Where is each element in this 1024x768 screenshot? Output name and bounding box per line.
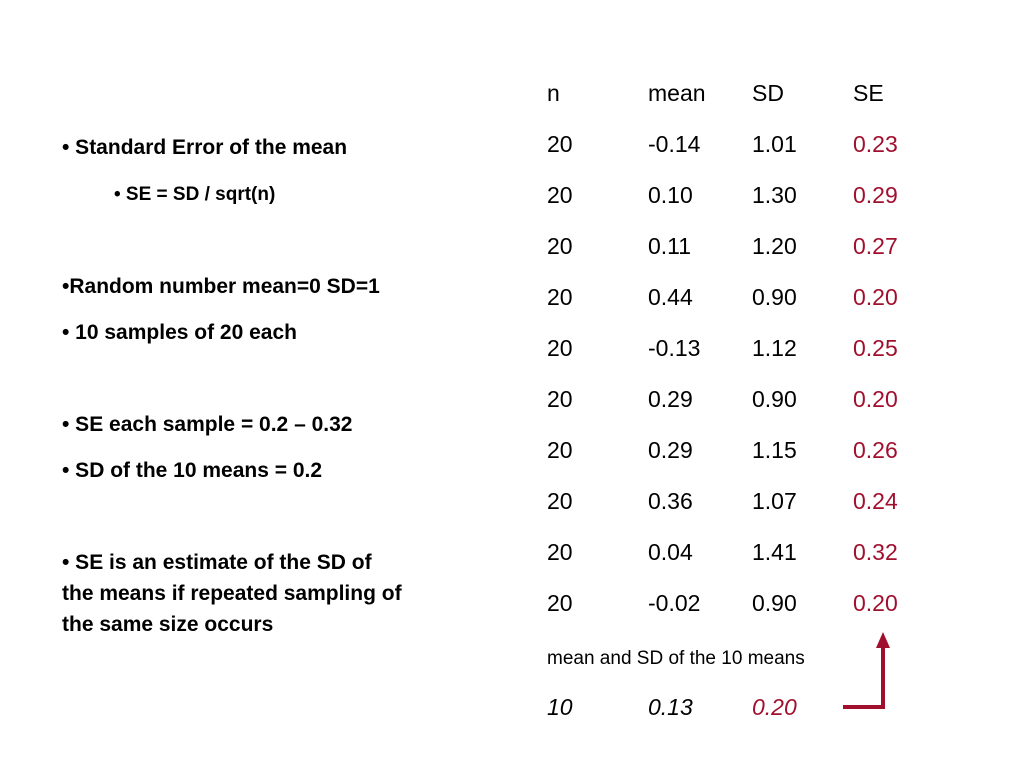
cell-se: 0.20 [853, 590, 898, 616]
cell-se: 0.20 [853, 386, 898, 412]
cell-mean: -0.02 [648, 590, 701, 616]
cell-se: 0.27 [853, 233, 898, 259]
cell-mean: 0.11 [648, 233, 692, 259]
cell-sd: 0.90 [752, 284, 797, 310]
summary-sd: 0.20 [752, 694, 797, 720]
header-mean: mean [648, 80, 706, 106]
cell-mean: -0.13 [648, 335, 701, 361]
note-se-estimate-line-3: the same size occurs [62, 613, 274, 636]
cell-sd: 1.01 [752, 131, 797, 157]
cell-se: 0.29 [853, 182, 898, 208]
cell-n: 20 [547, 437, 573, 463]
cell-n: 20 [547, 539, 573, 565]
cell-n: 20 [547, 335, 573, 361]
cell-n: 20 [547, 284, 573, 310]
arrow-head [876, 632, 890, 648]
cell-se: 0.32 [853, 539, 898, 565]
note-se-range: • SE each sample = 0.2 – 0.32 [62, 413, 353, 436]
cell-n: 20 [547, 182, 573, 208]
cell-se: 0.26 [853, 437, 898, 463]
cell-sd: 1.30 [752, 182, 797, 208]
note-sd-means: • SD of the 10 means = 0.2 [62, 459, 323, 482]
note-se-estimate-line-2: the means if repeated sampling of [62, 582, 402, 605]
cell-se: 0.23 [853, 131, 898, 157]
cell-mean: -0.14 [648, 131, 701, 157]
note-se-estimate-line-1: • SE is an estimate of the SD of [62, 551, 372, 574]
cell-mean: 0.04 [648, 539, 693, 565]
cell-se: 0.20 [853, 284, 898, 310]
cell-mean: 0.44 [648, 284, 693, 310]
cell-sd: 1.12 [752, 335, 797, 361]
header-se: SE [853, 80, 884, 106]
cell-sd: 1.15 [752, 437, 797, 463]
cell-sd: 0.90 [752, 386, 797, 412]
cell-sd: 1.41 [752, 539, 797, 565]
cell-mean: 0.29 [648, 437, 693, 463]
cell-n: 20 [547, 233, 573, 259]
cell-n: 20 [547, 590, 573, 616]
note-standard-error: • Standard Error of the mean [62, 136, 348, 159]
cell-mean: 0.36 [648, 488, 693, 514]
arrow-line [843, 648, 885, 709]
summary-caption: mean and SD of the 10 means [547, 648, 805, 669]
note-random-number: •Random number mean=0 SD=1 [62, 275, 380, 298]
cell-mean: 0.29 [648, 386, 693, 412]
summary-n: 10 [547, 694, 573, 720]
cell-sd: 0.90 [752, 590, 797, 616]
cell-se: 0.25 [853, 335, 898, 361]
cell-se: 0.24 [853, 488, 898, 514]
header-sd: SD [752, 80, 784, 106]
note-se-formula: • SE = SD / sqrt(n) [114, 184, 276, 205]
cell-sd: 1.20 [752, 233, 797, 259]
note-sample-count: • 10 samples of 20 each [62, 321, 297, 344]
cell-sd: 1.07 [752, 488, 797, 514]
cell-n: 20 [547, 488, 573, 514]
summary-mean: 0.13 [648, 694, 693, 720]
cell-n: 20 [547, 386, 573, 412]
header-n: n [547, 80, 560, 106]
cell-mean: 0.10 [648, 182, 693, 208]
cell-n: 20 [547, 131, 573, 157]
